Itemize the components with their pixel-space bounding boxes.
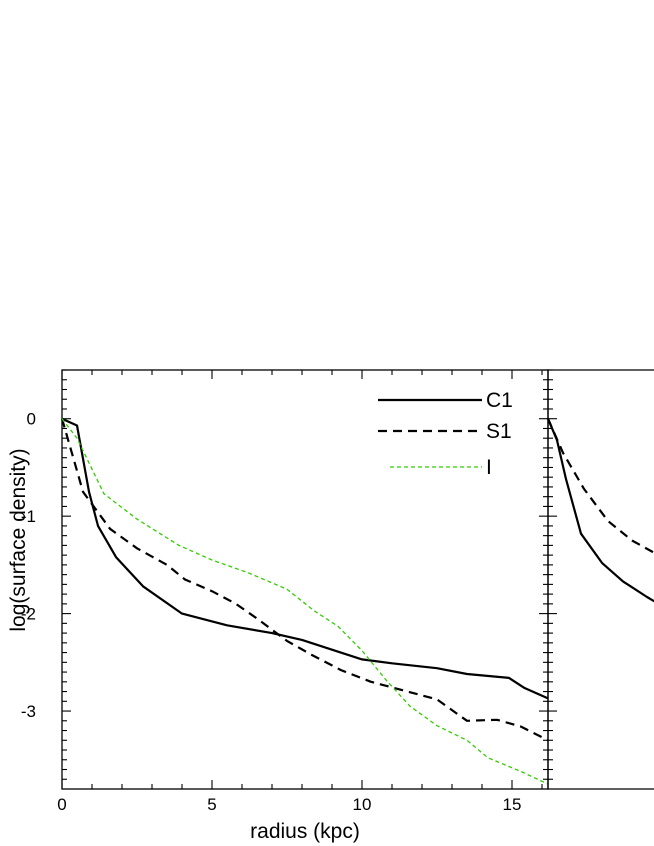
y-axis-title: log(surface density) [7, 448, 30, 631]
x-axis-title: radius (kpc) [250, 820, 360, 843]
right-panel-partial [546, 369, 654, 790]
series-line-s1 [60, 418, 549, 742]
right-plot-frame [547, 369, 654, 790]
x-tick-label: 10 [353, 795, 372, 814]
y-tick-label: -1 [21, 507, 36, 526]
legend-label-i: I [486, 456, 492, 479]
legend-label-c1: C1 [486, 389, 513, 412]
series-line-i [61, 418, 549, 785]
left-plot-frame [61, 369, 549, 790]
y-tick-label: -2 [21, 605, 36, 624]
legend-label-s1: S1 [486, 420, 512, 443]
right-series-line-1 [546, 418, 654, 554]
left-ticks: 0 5 10 15 0 -1 -2 -3 [21, 369, 548, 814]
left-series [60, 417, 549, 785]
right-series-line-0 [546, 418, 654, 603]
left-panel: 0 5 10 15 0 -1 -2 -3 radius (kpc) log(surface d… [7, 369, 549, 843]
right-ticks [548, 369, 557, 780]
y-tick-label: -3 [21, 702, 36, 721]
x-tick-label: 5 [207, 795, 216, 814]
x-tick-label: 15 [503, 795, 522, 814]
y-tick-label: 0 [27, 410, 36, 429]
series-line-c1 [61, 417, 549, 700]
right-series [546, 418, 654, 603]
legend: C1 S1 I [378, 389, 513, 479]
x-tick-label: 0 [57, 795, 66, 814]
